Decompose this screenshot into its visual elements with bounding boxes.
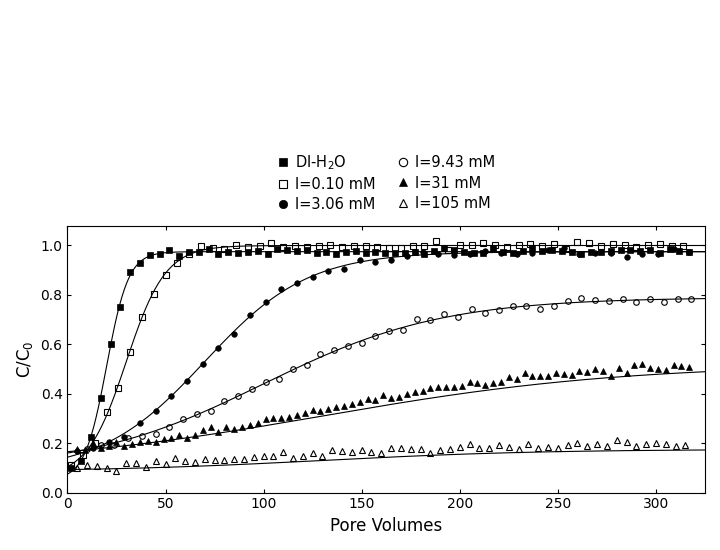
- Legend: DI-H$_2$O, I=0.10 mM, I=3.06 mM, I=9.43 mM, I=31 mM, I=105 mM: DI-H$_2$O, I=0.10 mM, I=3.06 mM, I=9.43 …: [271, 147, 501, 218]
- Y-axis label: C/C$_0$: C/C$_0$: [15, 340, 35, 378]
- X-axis label: Pore Volumes: Pore Volumes: [330, 517, 442, 535]
